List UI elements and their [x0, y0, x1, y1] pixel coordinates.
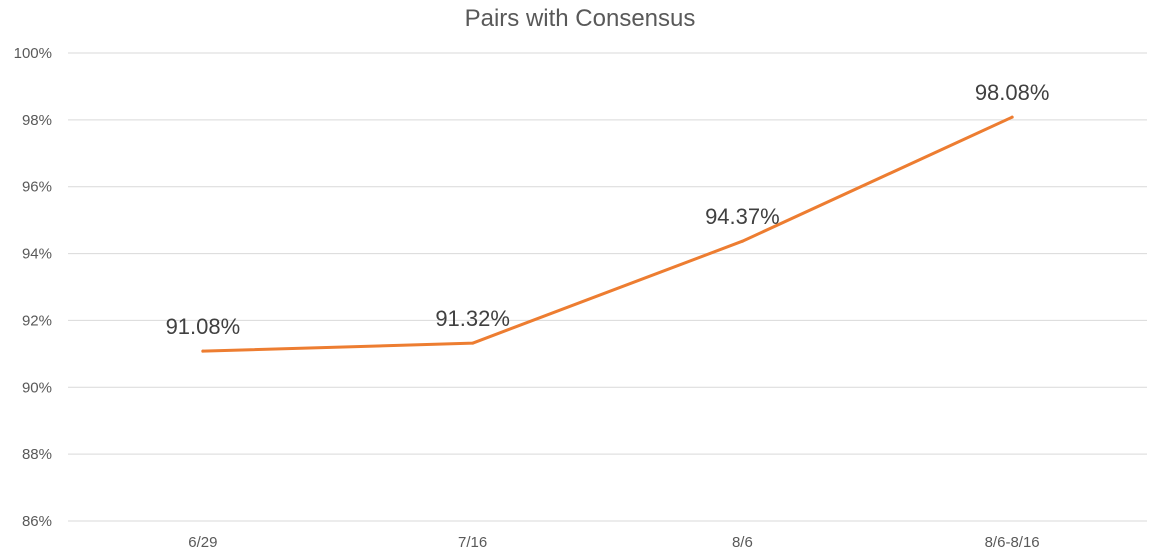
y-tick-label: 94% [22, 246, 52, 263]
data-label: 98.08% [975, 80, 1050, 105]
y-tick-label: 98% [22, 112, 52, 129]
data-point [1010, 115, 1014, 119]
x-tick-label: 6/29 [188, 534, 217, 551]
y-tick-label: 88% [22, 446, 52, 463]
y-axis-tick-labels: 86% 88% 90% 92% 94% 96% 98% 100% [14, 45, 52, 530]
y-tick-label: 96% [22, 179, 52, 196]
y-tick-label: 86% [22, 513, 52, 530]
x-axis-tick-labels: 6/29 7/16 8/6 8/6-8/16 [188, 534, 1039, 551]
series-line [201, 115, 1014, 353]
data-label: 91.32% [435, 306, 510, 331]
y-tick-label: 100% [14, 45, 52, 62]
data-label: 91.08% [166, 314, 241, 339]
data-point [471, 341, 475, 345]
gridlines [68, 52, 1147, 522]
x-tick-label: 8/6 [732, 534, 753, 551]
y-tick-label: 90% [22, 379, 52, 396]
data-label: 94.37% [705, 204, 780, 229]
y-tick-label: 92% [22, 312, 52, 329]
chart-title: Pairs with Consensus [465, 5, 696, 32]
data-labels: 91.08% 91.32% 94.37% 98.08% [166, 80, 1050, 339]
x-tick-label: 8/6-8/16 [985, 534, 1040, 551]
data-point [201, 349, 205, 353]
x-tick-label: 7/16 [458, 534, 487, 551]
data-point [740, 239, 744, 243]
series-layer [201, 115, 1014, 353]
